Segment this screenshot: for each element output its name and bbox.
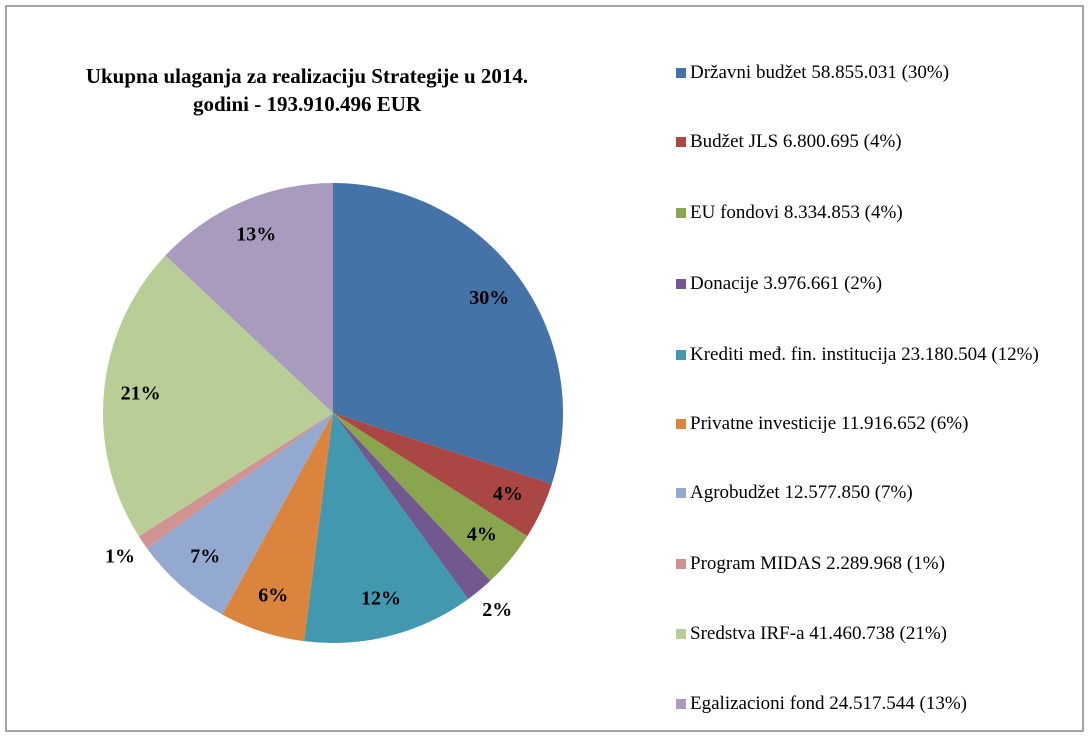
pie-slice	[333, 413, 552, 537]
pie-slice	[138, 413, 333, 549]
pie-slice	[222, 413, 333, 642]
data-label: 1%	[105, 545, 135, 567]
pie-slice	[165, 183, 333, 413]
data-label: 13%	[236, 223, 276, 245]
chart-title: Ukupna ulaganja za realizaciju Strategij…	[85, 64, 529, 116]
legend-entry: Egalizacioni fond 24.517.544 (13%)	[676, 691, 1050, 717]
chart-border	[5, 5, 1084, 732]
legend-swatch	[676, 699, 686, 709]
legend-label: EU fondovi 8.334.853 (4%)	[690, 202, 903, 223]
legend-entry: Donacije 3.976.661 (2%)	[676, 271, 1050, 297]
legend-entry: EU fondovi 8.334.853 (4%)	[676, 200, 1050, 226]
pie-slice	[333, 413, 491, 600]
pie-slice	[333, 183, 563, 485]
legend-swatch	[676, 208, 686, 218]
pie-slice	[304, 413, 469, 643]
data-label: 2%	[482, 599, 512, 621]
legend-label: Egalizacioni fond 24.517.544 (13%)	[690, 693, 968, 714]
legend-label: Državni budžet 58.855.031 (30%)	[690, 62, 950, 83]
legend-swatch	[676, 68, 686, 78]
legend-label: Agrobudžet 12.577.850 (7%)	[690, 482, 913, 503]
legend-swatch	[676, 137, 686, 147]
legend-entry: Sredstva IRF-a 41.460.738 (21%)	[676, 621, 1050, 647]
data-label: 6%	[258, 584, 288, 606]
legend-entry: Privatne investicije 11.916.652 (6%)	[676, 411, 1050, 437]
data-label: 4%	[493, 483, 523, 505]
data-label: 7%	[190, 546, 220, 568]
pie-slice	[102, 255, 333, 537]
data-label: 4%	[467, 524, 497, 546]
legend-label: Sredstva IRF-a 41.460.738 (21%)	[690, 623, 947, 644]
legend-entry: Krediti međ. fin. institucija 23.180.504…	[676, 342, 1050, 368]
legend-entry: Agrobudžet 12.577.850 (7%)	[676, 480, 1050, 506]
legend-entry: Državni budžet 58.855.031 (30%)	[676, 60, 1050, 86]
legend-swatch	[676, 559, 686, 569]
pie-slice	[146, 413, 333, 615]
legend-label: Privatne investicije 11.916.652 (6%)	[690, 413, 969, 434]
data-label: 21%	[121, 382, 161, 404]
legend-label: Program MIDAS 2.289.968 (1%)	[690, 553, 945, 574]
legend-swatch	[676, 419, 686, 429]
pie-slice	[333, 413, 528, 581]
legend-entry: Budžet JLS 6.800.695 (4%)	[676, 129, 1050, 155]
legend-entry: Program MIDAS 2.289.968 (1%)	[676, 551, 1050, 577]
data-label: 30%	[469, 287, 509, 309]
legend-swatch	[676, 629, 686, 639]
data-label: 12%	[361, 588, 401, 610]
legend-label: Budžet JLS 6.800.695 (4%)	[690, 131, 902, 152]
legend-swatch	[676, 350, 686, 360]
legend-swatch	[676, 488, 686, 498]
legend-label: Krediti međ. fin. institucija 23.180.504…	[690, 344, 1039, 365]
legend-swatch	[676, 279, 686, 289]
legend-label: Donacije 3.976.661 (2%)	[690, 273, 883, 294]
